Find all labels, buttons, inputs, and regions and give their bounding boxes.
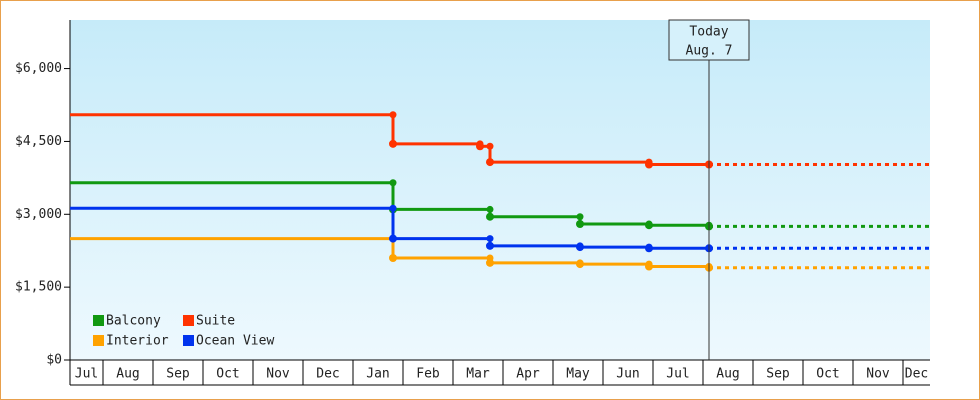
today-label: Today [689, 25, 728, 40]
legend-swatch [183, 315, 194, 326]
legend-label: Interior [106, 334, 169, 349]
point [576, 259, 584, 267]
y-tick-label: $3,000 [15, 207, 62, 222]
point [389, 254, 397, 262]
x-tick-label: Jan [366, 367, 389, 382]
point [486, 142, 494, 150]
x-tick-label: Dec [316, 367, 339, 382]
legend-label: Suite [196, 314, 235, 329]
point [645, 220, 653, 228]
point [645, 260, 653, 268]
point [476, 140, 484, 148]
point [486, 205, 494, 213]
x-tick-label: Sep [766, 367, 790, 382]
today-box [668, 19, 750, 61]
point [486, 158, 494, 167]
point [486, 254, 494, 262]
legend-label: Ocean View [196, 334, 274, 349]
legend-swatch [93, 315, 104, 326]
point [645, 243, 653, 251]
legend-swatch [183, 335, 194, 346]
x-tick-label: Nov [866, 367, 890, 382]
point [486, 241, 494, 250]
y-tick-label: $6,000 [15, 61, 62, 76]
today-label: Aug. 7 [686, 44, 733, 59]
point [576, 242, 584, 250]
y-tick-label: $1,500 [15, 280, 62, 295]
point [389, 234, 397, 243]
x-tick-label: Mar [466, 367, 490, 382]
y-tick-label: $0 [46, 353, 62, 368]
x-tick-label: Oct [816, 367, 839, 382]
x-tick-label: May [566, 367, 590, 382]
y-tick-label: $4,500 [15, 134, 62, 149]
point [389, 179, 397, 187]
x-tick-label: Sep [166, 367, 190, 382]
x-tick-label: Jun [616, 367, 639, 382]
x-tick-label: Dec [905, 367, 928, 382]
x-tick-label: Aug [116, 367, 139, 382]
point [576, 220, 584, 228]
legend-label: Balcony [106, 314, 161, 329]
x-tick-label: Nov [266, 367, 290, 382]
point [576, 213, 584, 221]
legend-swatch [93, 335, 104, 346]
x-tick-label: Jul [666, 367, 689, 382]
x-tick-label: Aug [716, 367, 739, 382]
point [389, 204, 397, 212]
point [389, 139, 397, 148]
point [389, 111, 397, 119]
x-tick-label: Jul [75, 367, 98, 382]
x-tick-label: Oct [216, 367, 239, 382]
x-tick-label: Feb [416, 367, 440, 382]
x-tick-label: Apr [516, 367, 540, 382]
point [486, 235, 494, 243]
point [645, 158, 653, 166]
point [486, 212, 494, 221]
plot-area [70, 20, 930, 360]
